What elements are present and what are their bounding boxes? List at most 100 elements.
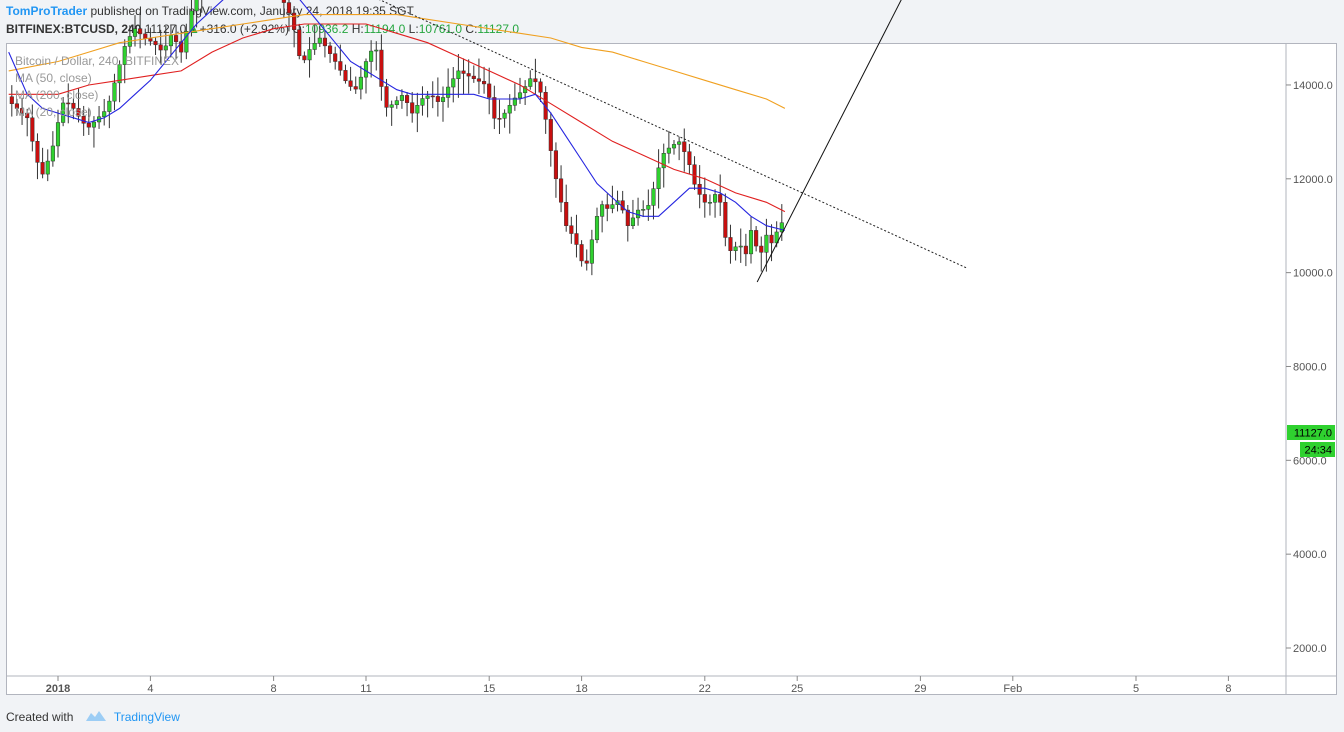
candle-down xyxy=(497,118,502,120)
candle-down xyxy=(743,245,748,255)
candles xyxy=(9,0,784,276)
price-axis[interactable]: 2000.0 4000.0 6000.0 8000.0 10000.0 12000.0 14… xyxy=(1286,0,1333,655)
ohlc-close-value: 11127.0 xyxy=(477,22,520,36)
up-arrow-icon: ▲ xyxy=(189,25,200,36)
candle-down xyxy=(461,70,466,74)
candle-up xyxy=(399,95,404,101)
time-axis[interactable]: 2018 4 8 11 15 18 22 25 29 Feb 5 8 xyxy=(46,676,1232,695)
candle-down xyxy=(471,75,476,79)
candle-up xyxy=(440,97,446,102)
candle-up xyxy=(764,234,769,253)
created-with-text: Created with xyxy=(6,710,74,724)
candle-down xyxy=(579,244,584,262)
legend-ma20[interactable]: MA (20, close) xyxy=(15,105,92,119)
ohlc-low-label: L: xyxy=(408,22,419,36)
candle-down xyxy=(405,95,410,103)
candle-down xyxy=(605,204,610,209)
candle-up xyxy=(163,45,168,51)
candle-down xyxy=(71,102,76,109)
candle-up xyxy=(389,104,394,108)
x-tick-label: 29 xyxy=(914,683,926,695)
candle-down xyxy=(322,37,327,47)
tradingview-cloud-icon xyxy=(85,711,106,721)
legend-symbol[interactable]: Bitcoin / Dollar, 240, BITFINEX xyxy=(15,54,180,68)
candle-down xyxy=(476,78,481,82)
legend-ma50[interactable]: MA (50, close) xyxy=(15,71,92,85)
candle-down xyxy=(559,178,564,203)
candle-up xyxy=(374,49,379,52)
candle-down xyxy=(538,81,543,93)
x-tick-label: Feb xyxy=(1003,683,1022,695)
candle-up xyxy=(168,35,173,47)
candle-down xyxy=(723,202,728,238)
author-name[interactable]: TomProTrader xyxy=(6,4,88,18)
candle-down xyxy=(302,55,307,61)
candle-up xyxy=(666,147,671,154)
candle-up xyxy=(502,112,507,119)
last-price-badge: 11127.0 xyxy=(1294,428,1332,440)
candle-up xyxy=(600,204,605,217)
candle-up xyxy=(369,50,374,62)
candle-down xyxy=(9,96,14,104)
candle-up xyxy=(132,28,138,37)
candle-up xyxy=(517,92,523,99)
x-tick-label: 22 xyxy=(699,683,711,695)
candle-up xyxy=(446,86,451,98)
price-change: +316.0 (+2.92%) xyxy=(199,22,289,36)
legend-ma200[interactable]: MA (200, close) xyxy=(15,88,99,102)
candle-down xyxy=(143,33,148,39)
x-tick-label: 18 xyxy=(575,683,587,695)
candle-up xyxy=(420,98,425,106)
y-tick-label: 6000.0 xyxy=(1293,455,1327,467)
candle-down xyxy=(754,230,759,247)
candle-down xyxy=(297,29,302,57)
downtrend-line xyxy=(379,0,967,269)
candle-down xyxy=(286,2,292,14)
candle-up xyxy=(102,111,107,118)
candle-down xyxy=(353,86,358,90)
candle-up xyxy=(738,245,743,248)
candle-down xyxy=(153,40,158,46)
candle-down xyxy=(40,162,45,175)
candle-up xyxy=(748,230,754,255)
tradingview-link[interactable]: TradingView xyxy=(113,710,180,724)
candle-down xyxy=(281,0,286,3)
candle-down xyxy=(625,209,630,226)
candle-up xyxy=(307,49,312,61)
ohlc-high-label: H: xyxy=(351,22,364,36)
candle-up xyxy=(646,205,651,210)
candle-down xyxy=(20,108,25,114)
candle-up xyxy=(610,204,615,209)
candle-up xyxy=(425,95,430,99)
candle-up xyxy=(779,222,784,233)
candle-up xyxy=(594,216,600,241)
candle-down xyxy=(174,35,179,42)
y-tick-label: 14000.0 xyxy=(1293,80,1333,92)
candle-up xyxy=(317,37,322,44)
y-tick-label: 8000.0 xyxy=(1293,361,1327,373)
x-tick-label: 8 xyxy=(271,683,277,695)
candle-up xyxy=(677,141,682,145)
candle-down xyxy=(482,81,487,85)
candle-down xyxy=(86,123,91,128)
candle-down xyxy=(66,102,71,105)
candle-up xyxy=(451,78,456,88)
candle-down xyxy=(379,49,384,87)
candle-down xyxy=(338,61,343,71)
candle-up xyxy=(512,97,517,106)
candle-down xyxy=(702,194,707,203)
candle-up xyxy=(656,167,661,189)
candle-up xyxy=(61,102,66,123)
candle-up xyxy=(91,121,96,128)
candle-up xyxy=(394,100,399,106)
chart-panel[interactable] xyxy=(6,43,1337,695)
ohlc-open-value: 10936.2 xyxy=(304,22,349,36)
candle-down xyxy=(543,92,548,120)
candle-down xyxy=(35,141,40,163)
candle-up xyxy=(630,217,635,226)
candle-up xyxy=(507,105,512,114)
candle-up xyxy=(641,209,646,211)
candle-down xyxy=(14,103,19,109)
candle-up xyxy=(117,64,122,84)
